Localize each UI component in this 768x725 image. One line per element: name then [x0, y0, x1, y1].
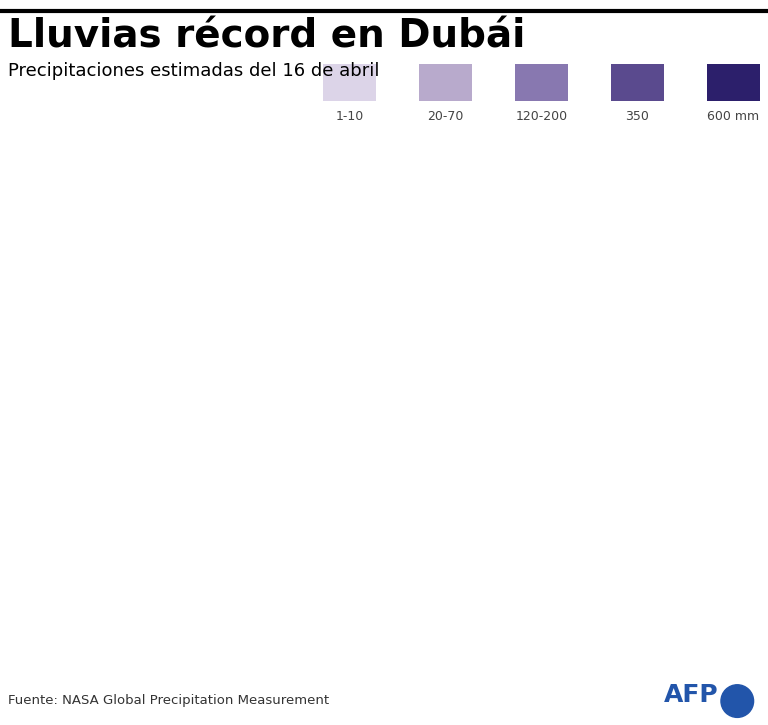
Text: AFP: AFP — [664, 683, 719, 707]
Text: 350: 350 — [625, 110, 650, 123]
FancyBboxPatch shape — [515, 65, 568, 102]
Text: Lluvias récord en Dubái: Lluvias récord en Dubái — [8, 17, 525, 55]
Text: 600 mm: 600 mm — [707, 110, 760, 123]
Text: 120-200: 120-200 — [515, 110, 568, 123]
Text: 1-10: 1-10 — [336, 110, 363, 123]
Text: Precipitaciones estimadas del 16 de abril: Precipitaciones estimadas del 16 de abri… — [8, 62, 379, 80]
Text: 20-70: 20-70 — [427, 110, 464, 123]
FancyBboxPatch shape — [419, 65, 472, 102]
FancyBboxPatch shape — [611, 65, 664, 102]
FancyBboxPatch shape — [323, 65, 376, 102]
Circle shape — [721, 684, 753, 718]
FancyBboxPatch shape — [707, 65, 760, 102]
Text: Fuente: NASA Global Precipitation Measurement: Fuente: NASA Global Precipitation Measur… — [8, 694, 329, 707]
